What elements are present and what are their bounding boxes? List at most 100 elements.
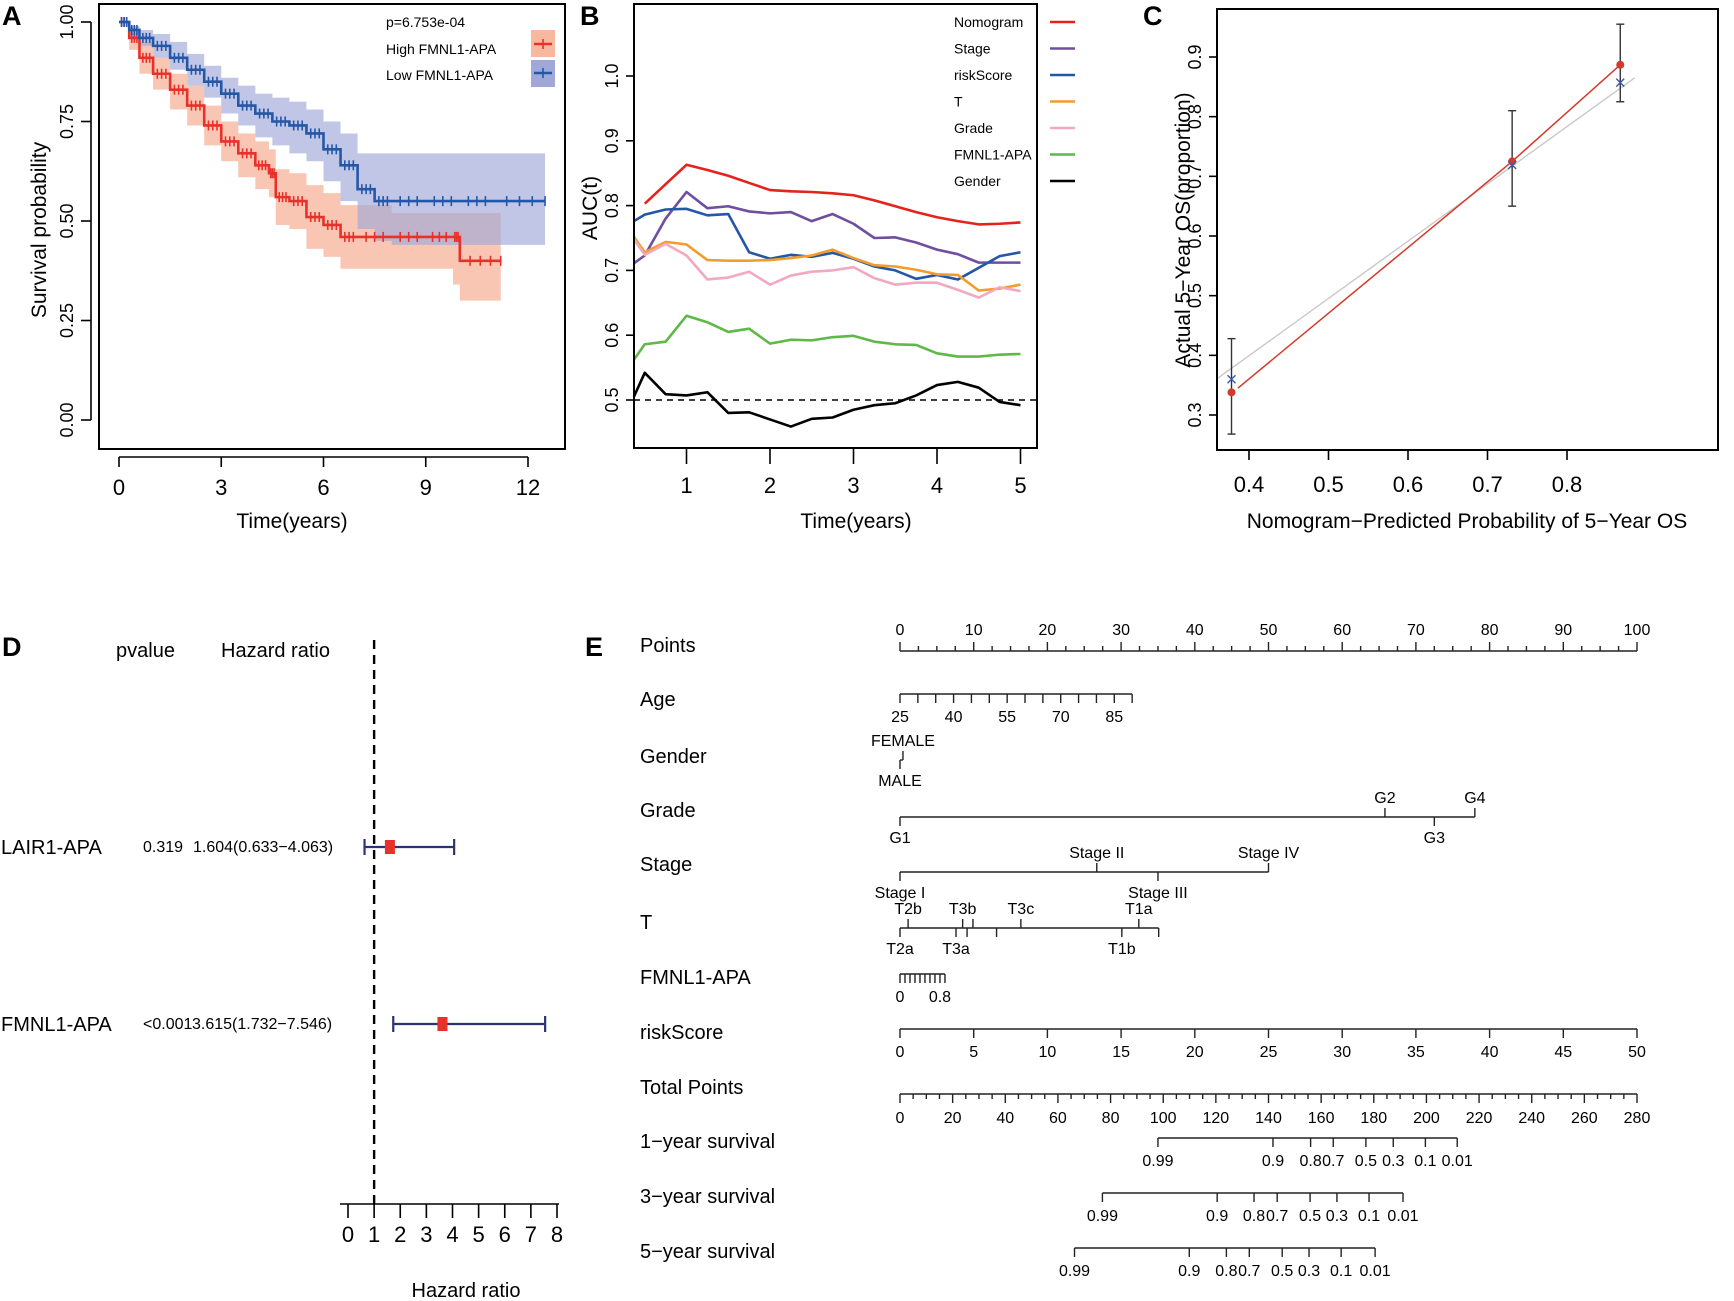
nomogram-row-3-year-survival: 3−year survival 0.99 0.9 0.8 0.7 0.5 0.3 0.1 0.0… — [640, 1186, 1419, 1225]
x-tick-label: 6 — [499, 1222, 511, 1247]
tick-label: 40 — [945, 709, 963, 726]
total-points-tick-label: 140 — [1255, 1110, 1282, 1127]
y-tick-label: 1.00 — [57, 4, 77, 39]
nomogram-row-label: 5−year survival — [640, 1241, 775, 1263]
level-label-g3: G3 — [1424, 830, 1445, 847]
points-tick-label: 40 — [1186, 622, 1204, 639]
x-tick-label: 0 — [113, 475, 125, 500]
survival-tick-label: 0.3 — [1298, 1263, 1320, 1280]
survival-tick-label: 0.8 — [1215, 1263, 1237, 1280]
level-label-t1a: T1a — [1125, 901, 1153, 918]
level-label-t3c: T3c — [1008, 901, 1035, 918]
nomogram-row-total-points: Total Points 0 20 40 60 80 100 120 140 160 180 200 2… — [640, 1077, 1650, 1127]
total-points-tick-label: 280 — [1624, 1110, 1651, 1127]
y-tick-label: 0.75 — [57, 104, 77, 139]
nomogram-row-label: Points — [640, 635, 696, 657]
nomogram-row-label: Total Points — [640, 1077, 743, 1099]
y-tick-label: 0.3 — [1185, 402, 1205, 427]
p-value-annotation: p=6.753e-04 — [386, 14, 465, 30]
level-label-t3b: T3b — [949, 901, 977, 918]
tick-label: 10 — [1039, 1044, 1057, 1061]
survival-tick-label: 0.01 — [1442, 1153, 1473, 1170]
survival-tick-label: 0.7 — [1322, 1153, 1344, 1170]
y-axis: 0.00 0.25 0.50 0.75 1.00 — [57, 4, 92, 438]
total-points-tick-label: 120 — [1203, 1110, 1230, 1127]
survival-tick-label: 0.7 — [1238, 1263, 1260, 1280]
y-tick-label: 0.4 — [1185, 343, 1205, 368]
tick-label: 85 — [1105, 709, 1123, 726]
survival-tick-label: 0.8 — [1243, 1208, 1265, 1225]
y-tick-label: 0.00 — [57, 402, 77, 437]
tick-label: 0 — [896, 1044, 905, 1061]
total-points-tick-label: 0 — [896, 1110, 905, 1127]
bias-corrected-point — [1227, 374, 1237, 384]
x-axis: 0.4 0.5 0.6 0.7 0.8 — [1234, 450, 1583, 497]
y-tick-label: 0.50 — [57, 203, 77, 238]
panel-letter-e: E — [585, 632, 603, 662]
forest-row-fmnl1-apa: FMNL1-APA <0.001 3.615(1.732−7.546) — [1, 1014, 547, 1036]
y-tick-label: 0.6 — [1185, 223, 1205, 248]
points-tick-label: 30 — [1112, 622, 1130, 639]
x-tick-label: 0.6 — [1393, 472, 1424, 497]
level-label-stage-ii: Stage II — [1069, 845, 1124, 862]
x-axis-title: Nomogram−Predicted Probability of 5−Year… — [1247, 510, 1687, 533]
hazard-ratio-text: 3.615(1.732−7.546) — [192, 1016, 332, 1033]
y-axis: 0.5 0.6 0.7 0.8 0.9 1.0 — [602, 63, 634, 413]
tick-label: 25 — [1260, 1044, 1278, 1061]
tick-label: 25 — [891, 709, 909, 726]
legend: Nomogram Stage riskScore T Grade FMNL1-APA Gen… — [954, 14, 1075, 189]
hazard-ratio-box — [384, 840, 395, 854]
x-tick-label: 0.4 — [1234, 472, 1265, 497]
total-points-tick-label: 20 — [944, 1110, 962, 1127]
y-tick-label: 0.5 — [1185, 283, 1205, 308]
x-tick-label: 12 — [516, 475, 540, 500]
survival-tick-label: 0.99 — [1142, 1153, 1173, 1170]
level-label-stage-iii: Stage III — [1128, 885, 1188, 902]
nomogram-row-points: Points 0 10 20 30 40 50 60 70 80 90 100 — [640, 622, 1650, 657]
x-tick-label: 0.8 — [1552, 472, 1583, 497]
x-tick-label: 0.7 — [1472, 472, 1503, 497]
level-label-g4: G4 — [1464, 790, 1485, 807]
x-tick-label: 9 — [420, 475, 432, 500]
legend-line-low — [534, 68, 552, 78]
panel-b-auc-plot: 1 2 3 4 5 0.5 0.6 0.7 0.8 0.9 1.0 Time(years) AUC… — [579, 3, 1075, 533]
points-tick-label: 70 — [1407, 622, 1425, 639]
y-tick-label: 1.0 — [602, 63, 622, 88]
survival-tick-label: 0.99 — [1087, 1208, 1118, 1225]
x-axis: 1 2 3 4 5 — [680, 448, 1027, 498]
level-label-t2b: T2b — [894, 901, 922, 918]
legend-label-stage: Stage — [954, 41, 991, 57]
observed-point — [1227, 388, 1236, 397]
legend-label-low: Low FMNL1-APA — [386, 67, 494, 83]
tick-label: 15 — [1112, 1044, 1130, 1061]
bias-corrected-point — [1615, 78, 1625, 88]
legend-label-nomogram: Nomogram — [954, 14, 1023, 30]
total-points-tick-label: 240 — [1518, 1110, 1545, 1127]
legend-label-gender: Gender — [954, 173, 1001, 189]
points-tick-label: 10 — [965, 622, 983, 639]
auc-line-fmnl1-apa — [632, 314, 1021, 361]
y-tick-label: 0.8 — [1185, 104, 1205, 129]
y-axis-title: Actual 5−Year OS(proportion) — [1172, 92, 1195, 367]
column-header-pvalue: pvalue — [116, 640, 175, 662]
x-tick-label: 7 — [525, 1222, 537, 1247]
x-tick-label: 5 — [1014, 473, 1026, 498]
legend: High FMNL1-APA Low FMNL1-APA — [386, 30, 555, 87]
hazard-ratio-box — [437, 1017, 448, 1031]
tick-label: 5 — [969, 1044, 978, 1061]
nomogram-row-label: Stage — [640, 854, 692, 876]
total-points-tick-label: 160 — [1308, 1110, 1335, 1127]
legend-label-high: High FMNL1-APA — [386, 41, 497, 57]
x-axis-title: Time(years) — [236, 510, 347, 533]
tick-label: 35 — [1407, 1044, 1425, 1061]
nomogram-row-label: Gender — [640, 746, 707, 768]
nomogram-row-1-year-survival: 1−year survival 0.99 0.9 0.8 0.7 0.5 0.3 0.1 0.0… — [640, 1131, 1473, 1170]
points-tick-label: 100 — [1624, 622, 1651, 639]
y-tick-label: 0.25 — [57, 303, 77, 338]
points-tick-label: 80 — [1481, 622, 1499, 639]
tick-label: 40 — [1481, 1044, 1499, 1061]
auc-line-nomogram — [643, 163, 1021, 226]
